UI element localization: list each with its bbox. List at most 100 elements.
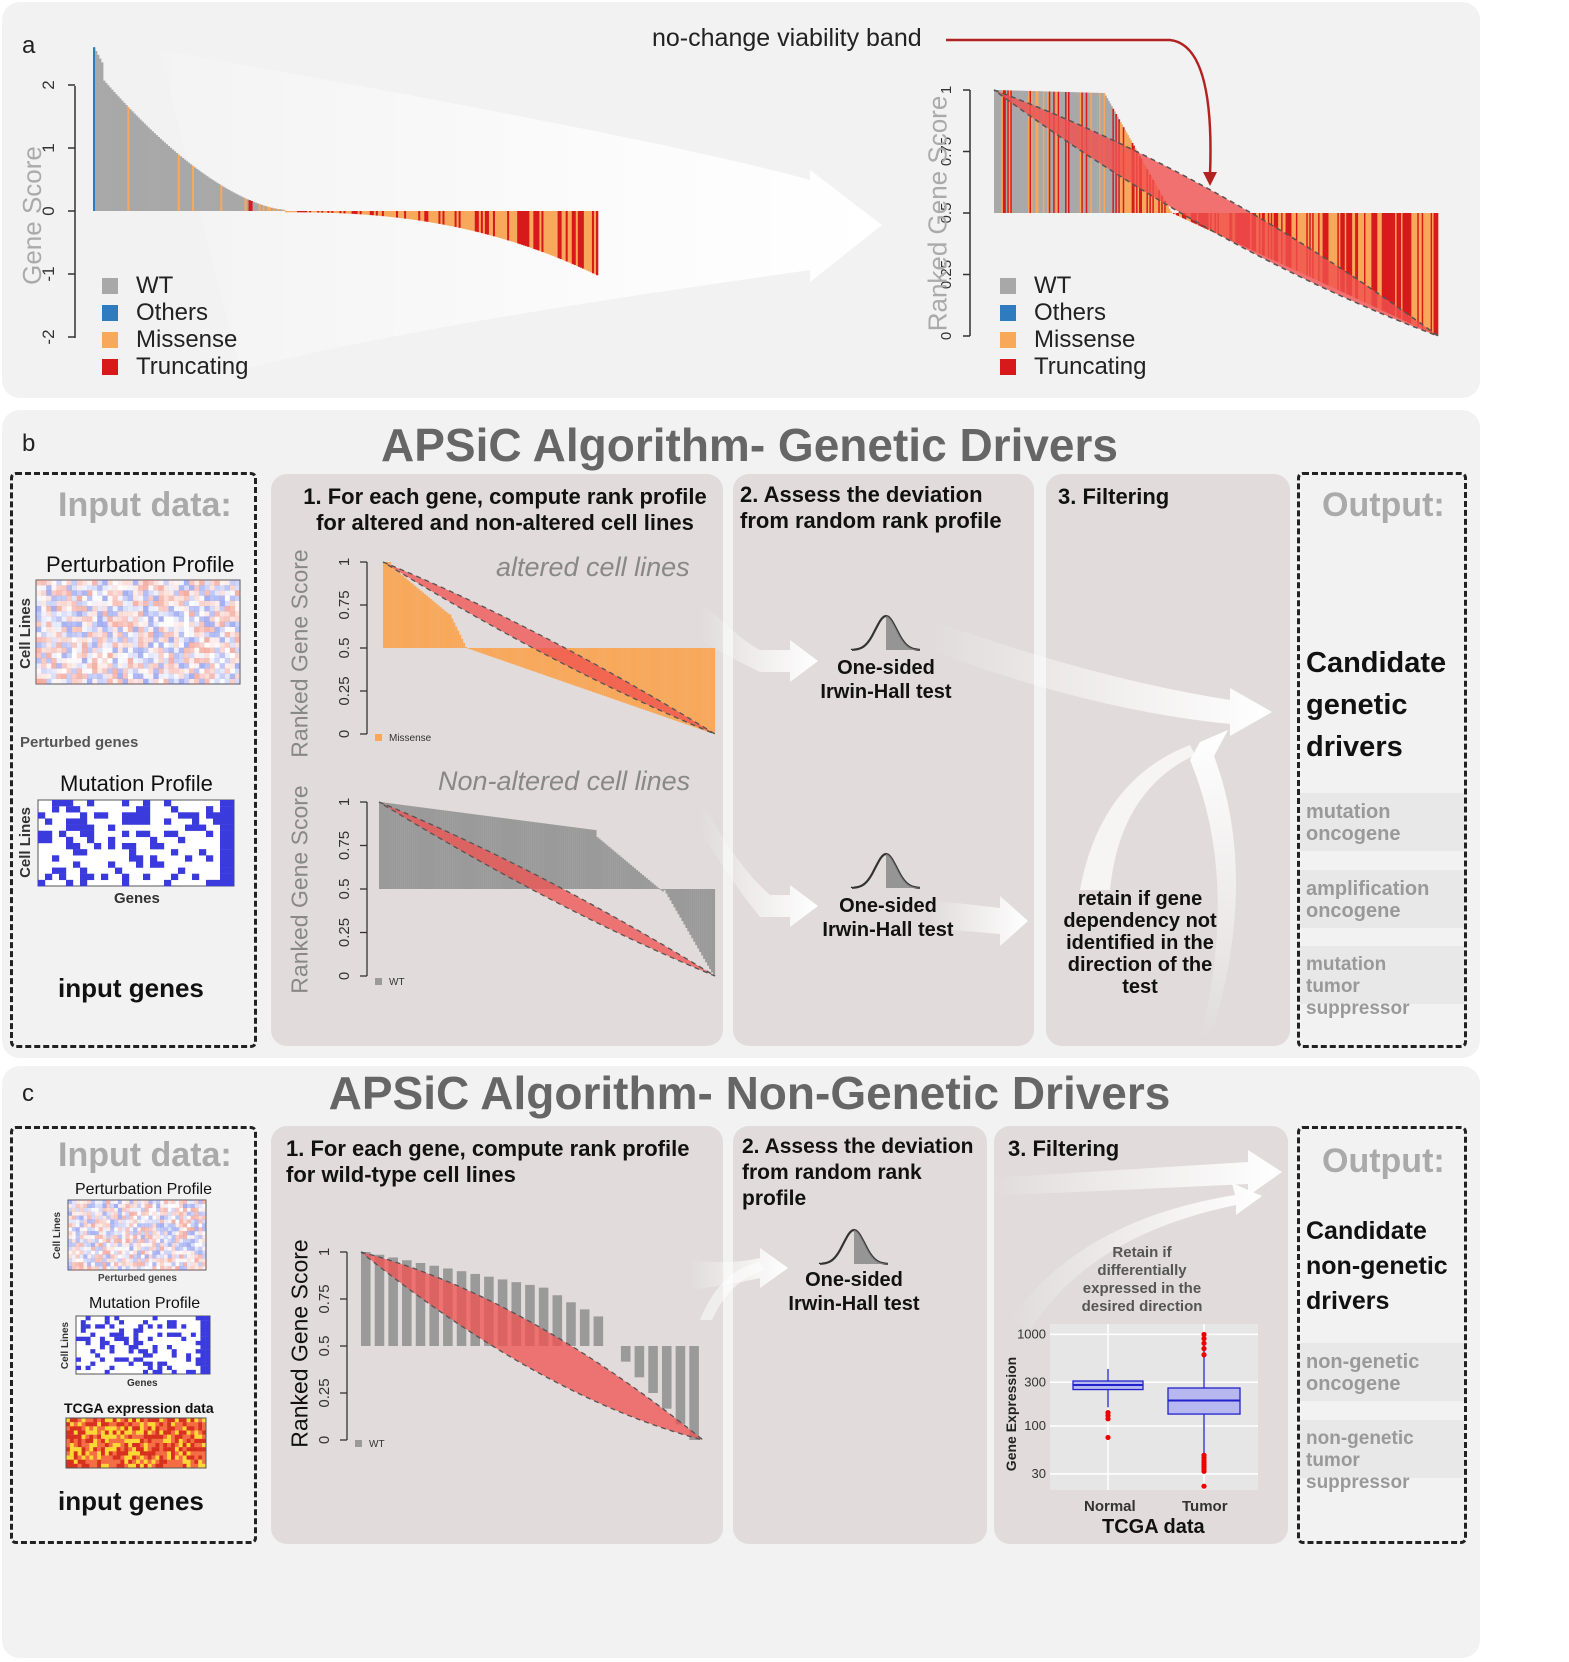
bar [470, 211, 474, 231]
heatmap-cell [122, 830, 130, 838]
bar [1423, 213, 1425, 330]
bar [210, 178, 213, 211]
bar [1153, 182, 1156, 213]
heatmap-cell [107, 632, 113, 638]
heatmap-cell [56, 616, 62, 622]
heatmap-cell [155, 1418, 160, 1423]
heatmap-cell [178, 867, 186, 874]
heatmap-cell [68, 1203, 73, 1208]
heatmap-cell [153, 590, 159, 596]
bar [497, 211, 500, 238]
heatmap-cell [92, 652, 98, 659]
heatmap-cell [136, 1459, 141, 1465]
heatmap-cell [66, 663, 72, 669]
bar [1048, 91, 1051, 213]
heatmap-cell [69, 1455, 74, 1460]
heatmap-cell [122, 637, 128, 643]
heatmap-cell [81, 668, 88, 674]
heatmap-cell [87, 637, 93, 643]
y-tick-label: -2 [39, 329, 58, 344]
bar [623, 648, 626, 703]
bar [527, 648, 530, 670]
heatmap-cell [139, 1459, 144, 1465]
gaussian-tail [854, 1230, 888, 1264]
heatmap-cell [186, 1357, 192, 1362]
heatmap-cell [206, 830, 214, 838]
bar [418, 211, 421, 221]
heatmap-cell [132, 606, 139, 612]
heatmap-cell [167, 1430, 172, 1435]
bar [492, 648, 495, 658]
heatmap-cell [80, 818, 88, 825]
bar [517, 211, 520, 244]
heatmap-cell [76, 1336, 81, 1342]
bar [131, 111, 134, 211]
heatmap-cell [69, 1434, 74, 1440]
heatmap-cell [183, 642, 190, 648]
bar [331, 211, 334, 213]
heatmap-cell [125, 1262, 130, 1267]
heatmap-cell [183, 637, 190, 643]
heatmap-cell [36, 647, 42, 653]
bar [1383, 213, 1386, 312]
bar [557, 211, 560, 259]
heatmap-cell [128, 1451, 133, 1456]
heatmap-cell [138, 673, 144, 679]
bar [1075, 92, 1078, 213]
heatmap-cell [110, 1223, 115, 1228]
heatmap-cell [83, 1254, 88, 1259]
heatmap-cell [91, 1207, 96, 1212]
heatmap-cell [56, 673, 62, 679]
heatmap-cell [114, 1238, 119, 1243]
heatmap-cell [147, 1336, 153, 1342]
heatmap-cell [167, 1250, 172, 1255]
heatmap-cell [219, 626, 225, 633]
bar [675, 889, 678, 911]
bar [345, 211, 348, 214]
heatmap-cell [174, 1455, 179, 1460]
heatmap-cell [178, 1447, 183, 1452]
heatmap-cell [194, 1262, 199, 1267]
bar [420, 807, 423, 889]
heatmap-cell [112, 1447, 117, 1452]
heatmap-cell [137, 1238, 142, 1243]
bar [517, 648, 520, 667]
heatmap-cell [163, 1235, 168, 1240]
bar [587, 211, 591, 272]
heatmap-cell [79, 1254, 84, 1259]
heatmap-cell [204, 678, 210, 685]
perturbed-genes-label: Perturbed genes [98, 1273, 177, 1284]
heatmap-cell [147, 1353, 153, 1358]
bar [503, 818, 506, 889]
heatmap-cell [66, 1455, 71, 1460]
heatmap-cell [204, 652, 210, 659]
bar [1324, 213, 1326, 284]
heatmap-cell [89, 1443, 94, 1448]
heatmap-cell [112, 1463, 117, 1469]
heatmap-cell [87, 1235, 92, 1240]
heatmap-cell [80, 824, 88, 831]
heatmap-cell [205, 1340, 211, 1346]
heatmap-cell [109, 1324, 115, 1329]
heatmap-cell [159, 1447, 164, 1452]
heatmap-cell [46, 611, 52, 617]
heatmap-cell [114, 1250, 119, 1255]
heatmap-cell [120, 1459, 125, 1465]
bar [1014, 90, 1017, 213]
heatmap-cell [178, 1443, 183, 1448]
heatmap-cell [156, 1235, 161, 1240]
heatmap-cell [87, 595, 93, 601]
bar [644, 648, 647, 711]
bar [208, 177, 211, 211]
heatmap-cell [79, 1207, 84, 1212]
heatmap-cell [181, 1336, 187, 1342]
perturbation-profile-title: Perturbation Profile [46, 552, 235, 577]
heatmap-cell [46, 590, 52, 596]
heatmap-cell [92, 621, 98, 627]
heatmap-cell [129, 1200, 134, 1205]
heatmap-cell [125, 1219, 130, 1224]
heatmap-cell [182, 1422, 187, 1427]
mutation-heatmap [37, 799, 235, 887]
heatmap-cell [156, 1246, 161, 1251]
heatmap-cell [91, 1246, 96, 1251]
